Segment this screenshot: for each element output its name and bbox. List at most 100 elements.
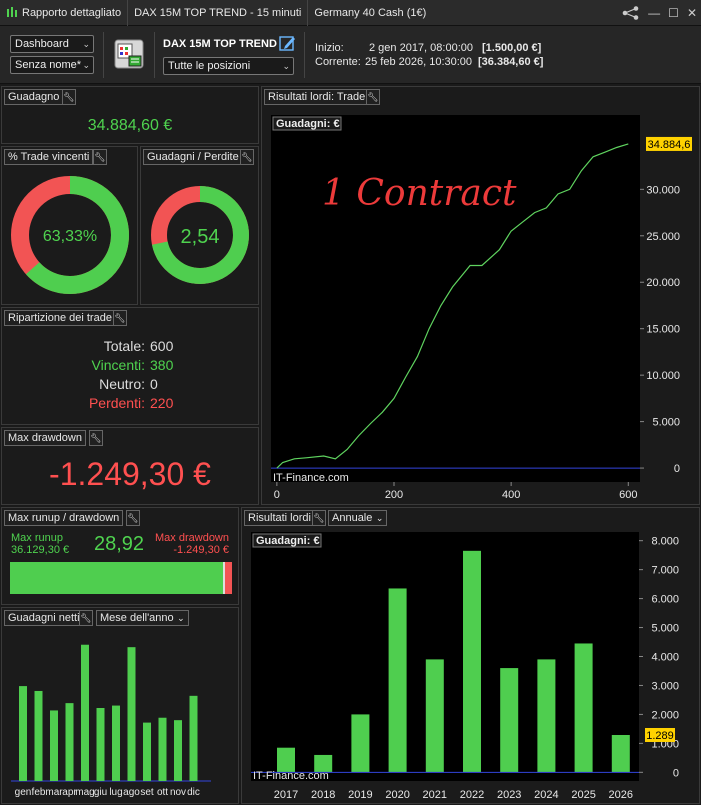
- loss-value: 220: [150, 395, 174, 411]
- neutral-value: 0: [150, 376, 158, 392]
- monthly-period-select[interactable]: Mese dell'anno ⌄: [96, 610, 189, 626]
- win-pct-donut: 63,33%: [11, 176, 129, 294]
- year-label: 2017: [274, 789, 298, 801]
- year-label: 2025: [571, 789, 595, 801]
- gain-value: 34.884,60 €: [87, 117, 173, 134]
- max-drawdown-value: -1.249,30 €: [49, 456, 211, 492]
- month-bar: [50, 710, 58, 781]
- year-bar: [351, 714, 370, 773]
- runup-panel: Max runup / drawdown 🔧︎ Max runup 36.129…: [1, 507, 239, 605]
- wrench-icon[interactable]: 🔧︎: [366, 89, 380, 105]
- win-pct-panel: % Trade vincenti 🔧︎ 63,33%: [1, 146, 138, 305]
- month-bar: [112, 705, 120, 781]
- wrench-icon[interactable]: 🔧︎: [240, 149, 254, 165]
- breakdown-title: Ripartizione dei trade: [4, 310, 116, 326]
- gain-loss-title: Guadagni / Perdite: [143, 149, 243, 165]
- month-bar: [174, 720, 182, 781]
- contract-annotation: 1 Contract: [322, 173, 517, 214]
- chevron-down-icon: ⌄: [82, 60, 90, 70]
- equity-line: [276, 143, 629, 469]
- minimize-icon[interactable]: —: [648, 6, 661, 20]
- equity-title: Risultati lordi: Trade: [264, 89, 370, 105]
- month-bar: [158, 717, 167, 781]
- wrench-icon[interactable]: 🔧︎: [312, 510, 326, 526]
- wrench-icon[interactable]: 🔧︎: [79, 610, 93, 626]
- y-tick-label: 3.000: [651, 680, 679, 692]
- config-select[interactable]: Senza nome* ⌄: [10, 56, 94, 74]
- year-bar: [388, 588, 407, 773]
- month-label: dic: [187, 787, 200, 798]
- year-bar: [574, 643, 593, 773]
- gain-title: Guadagno: [4, 89, 64, 105]
- runup-label: Max runup: [11, 532, 63, 544]
- y-tick-label: 0: [673, 767, 679, 779]
- month-label: nov: [170, 787, 186, 798]
- month-bar: [143, 722, 151, 781]
- yearly-chart: Guadagni: € 01.0002.0003.0004.0005.0006.…: [251, 532, 679, 801]
- year-label: 2018: [311, 789, 335, 801]
- monthly-panel: Guadagni netti 🔧︎ Mese dell'anno ⌄ gen feb…: [1, 607, 239, 804]
- monthly-title: Guadagni netti: [4, 610, 84, 626]
- y-tick-label: 7.000: [651, 565, 679, 577]
- month-label: gen: [15, 787, 32, 798]
- x-tick-label: 400: [502, 489, 520, 501]
- y-tick-label: 8.000: [651, 536, 679, 548]
- positions-select[interactable]: Tutte le posizioni ⌄: [163, 57, 294, 75]
- y-tick-label: 6.000: [651, 594, 679, 606]
- current-date: 25 feb 2026, 10:30:00: [365, 56, 473, 68]
- chevron-down-icon: ⌄: [177, 613, 185, 623]
- app-title: Rapporto dettagliato: [0, 0, 129, 26]
- runup-bar-fill: [10, 562, 225, 594]
- equity-credit: IT-Finance.com: [273, 472, 349, 484]
- year-label: 2022: [460, 789, 484, 801]
- gain-loss-arc: [151, 186, 249, 284]
- y-tick-label: 25.000: [646, 231, 680, 243]
- month-label: mar: [45, 787, 63, 798]
- start-value: [1.500,00 €]: [482, 42, 542, 54]
- y-tick-label: 5.000: [652, 417, 680, 429]
- dashboard-select[interactable]: Dashboard ⌄: [10, 35, 94, 53]
- share-icon[interactable]: [622, 6, 640, 20]
- y-tick-label: 5.000: [651, 623, 679, 635]
- y-tick-label: 30.000: [646, 184, 680, 196]
- runup-ratio: 28,92: [94, 533, 145, 555]
- edit-icon[interactable]: [279, 34, 297, 52]
- month-bar: [34, 690, 43, 781]
- y-tick-label: 15.000: [646, 324, 680, 336]
- yearly-period-select[interactable]: Annuale ⌄: [328, 510, 388, 526]
- win-pct-title: % Trade vincenti: [4, 149, 94, 165]
- month-label: apr: [62, 787, 77, 798]
- year-label: 2021: [423, 789, 447, 801]
- current-value: [36.384,60 €]: [478, 56, 544, 68]
- year-label: 2019: [348, 789, 372, 801]
- total-label: Totale:: [103, 338, 145, 354]
- total-value: 600: [150, 338, 174, 354]
- wrench-icon[interactable]: 🔧︎: [113, 310, 127, 326]
- toolbar: Dashboard ⌄ Senza nome* ⌄ DAX 15M TOP TREN…: [0, 26, 701, 84]
- wrench-icon[interactable]: 🔧︎: [126, 510, 140, 526]
- wrench-icon[interactable]: 🔧︎: [89, 430, 103, 446]
- runup-value: 36.129,30 €: [11, 544, 70, 556]
- year-bar: [314, 754, 333, 773]
- gain-loss-panel: Guadagni / Perdite 🔧︎ 2,54: [140, 146, 259, 305]
- maximize-icon[interactable]: ☐: [668, 6, 679, 20]
- runup-title: Max runup / drawdown: [4, 510, 124, 526]
- win-value: 380: [150, 357, 174, 373]
- gain-loss-donut: 2,54: [151, 186, 249, 284]
- chevron-down-icon: ⌄: [282, 61, 290, 71]
- month-bar: [19, 686, 27, 781]
- x-tick-label: 200: [385, 489, 403, 501]
- yearly-title: Risultati lordi: [244, 510, 315, 526]
- close-icon[interactable]: ✕: [686, 6, 697, 20]
- year-label: 2024: [534, 789, 558, 801]
- wrench-icon[interactable]: 🔧︎: [93, 149, 107, 165]
- strategy-settings-icon[interactable]: [114, 39, 144, 69]
- wrench-icon[interactable]: 🔧︎: [62, 89, 76, 105]
- win-pct-value: 63,33%: [43, 228, 97, 245]
- x-tick-label: 0: [274, 489, 280, 501]
- month-label: ago: [123, 787, 140, 798]
- year-bar: [463, 550, 481, 773]
- current-label: Corrente:: [315, 56, 361, 68]
- year-label: 2026: [609, 789, 633, 801]
- month-bar: [189, 695, 198, 781]
